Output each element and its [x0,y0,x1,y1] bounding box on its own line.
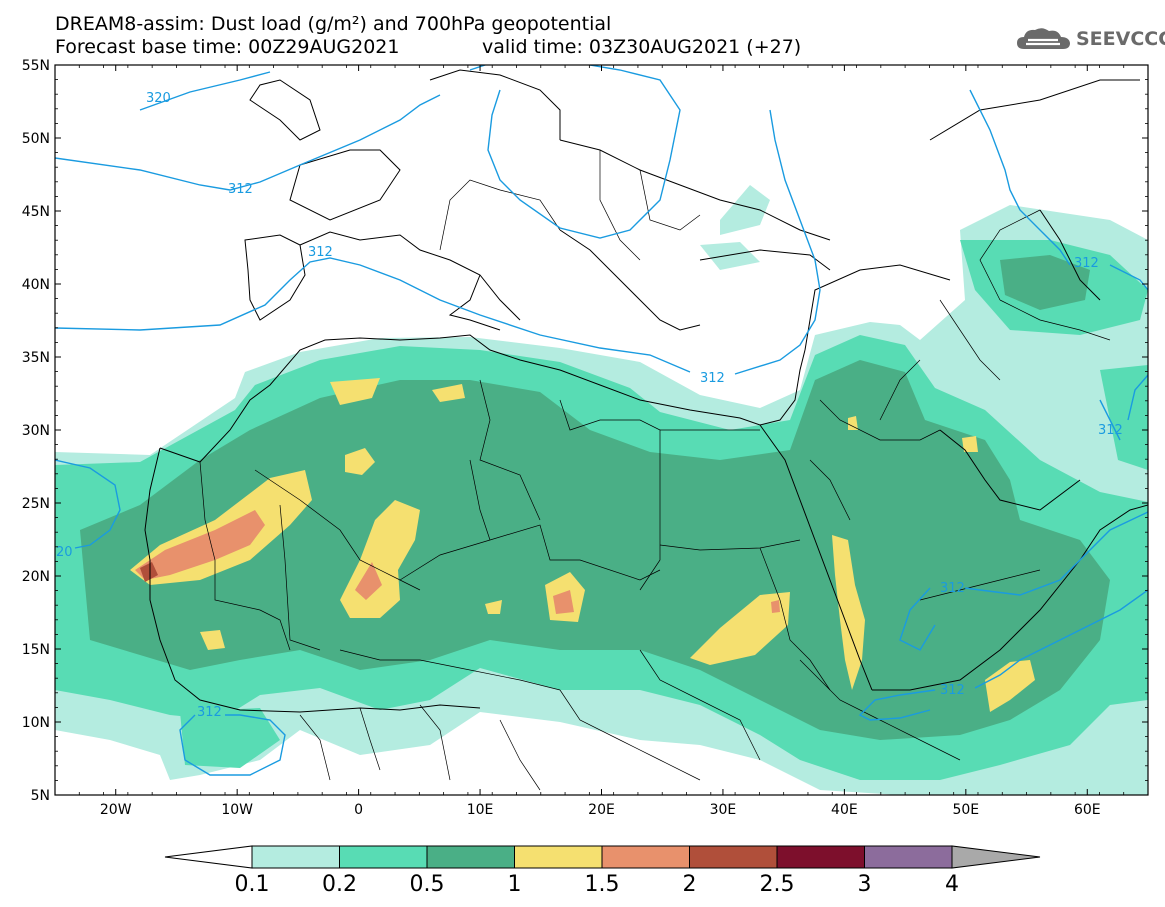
colorbar-swatch [689,845,778,869]
contour-label: 312 [228,182,253,197]
contour-label: 312 [700,371,725,386]
colorbar-swatch [864,845,953,869]
valid-time: valid time: 03Z30AUG2021 (+27) [482,36,802,58]
lat-tick-label: 5N [31,788,50,804]
lon-tick-label: 20W [100,802,132,818]
lon-tick-label: 30E [710,802,737,818]
lon-tick-label: 0 [354,802,363,818]
contour-label: 312 [940,581,965,596]
lon-tick-label: 50E [952,802,979,818]
colorbar: 0.1 0.2 0.5 1 1.5 2 2.5 3 4 [164,845,1041,897]
contour-label: 20 [56,545,73,560]
colorbar-label: 2 [683,872,697,897]
contour-label: 312 [197,705,222,720]
lat-tick-label: 50N [22,131,50,147]
colorbar-swatch [339,845,428,869]
colorbar-swatch [251,845,340,869]
lon-tick-label: 40E [831,802,858,818]
dust-band-2 [140,562,158,582]
colorbar-arrow-low [164,845,253,869]
colorbar-swatch [601,845,690,869]
colorbar-label: 0.1 [235,872,270,897]
contour-labels: 320 312 312 312 312 312 312 312 312 20 [56,91,1123,720]
contour-label: 312 [940,683,965,698]
lat-tick-label: 20N [22,569,50,585]
colorbar-swatch [776,845,865,869]
lat-tick-label: 40N [22,277,50,293]
logo-text: SEEVCCC [1076,28,1165,50]
contour-label: 312 [1098,423,1123,438]
lon-tick-label: 10E [467,802,494,818]
lon-tick-label: 20E [588,802,615,818]
contour-label: 312 [1074,256,1099,271]
lat-tick-label: 10N [22,715,50,731]
colorbar-label: 4 [945,872,959,897]
lat-tick-label: 55N [22,58,50,74]
dust-load-field: 320 312 312 312 312 312 312 312 312 20 [55,65,1148,795]
lat-tick-label: 35N [22,350,50,366]
lon-tick-label: 60E [1074,802,1101,818]
colorbar-label: 1 [508,872,522,897]
colorbar-label: 0.5 [410,872,445,897]
colorbar-arrow-high [951,845,1041,869]
borders [199,150,1111,791]
lat-tick-label: 25N [22,496,50,512]
contour-label: 312 [308,245,333,260]
colorbar-swatch [426,845,515,869]
colorbar-label: 0.2 [322,872,357,897]
colorbar-label: 1.5 [585,872,620,897]
colorbar-label: 3 [858,872,872,897]
coastlines [144,69,1148,713]
colorbar-label: 2.5 [760,872,795,897]
lat-tick-label: 30N [22,423,50,439]
lat-tick-label: 45N [22,204,50,220]
contour-label: 320 [146,91,171,106]
colorbar-swatch [514,845,603,869]
lon-tick-label: 10W [221,802,253,818]
lat-tick-label: 15N [22,642,50,658]
axis-ticks: 55N 50N 45N 40N 35N 30N 25N 20N 15N 10N 5N 20W 10W 0 1… [22,58,1149,818]
geopotential-contours [55,65,1148,776]
forecast-base-time: Forecast base time: 00Z29AUG2021 [55,36,400,58]
cloud-icon [1017,28,1070,49]
map-title: DREAM8-assim: Dust load (g/m²) and 700hP… [55,13,612,35]
seevccc-logo: SEEVCCC [1016,24,1165,54]
dust-band-1.5 [135,510,265,580]
